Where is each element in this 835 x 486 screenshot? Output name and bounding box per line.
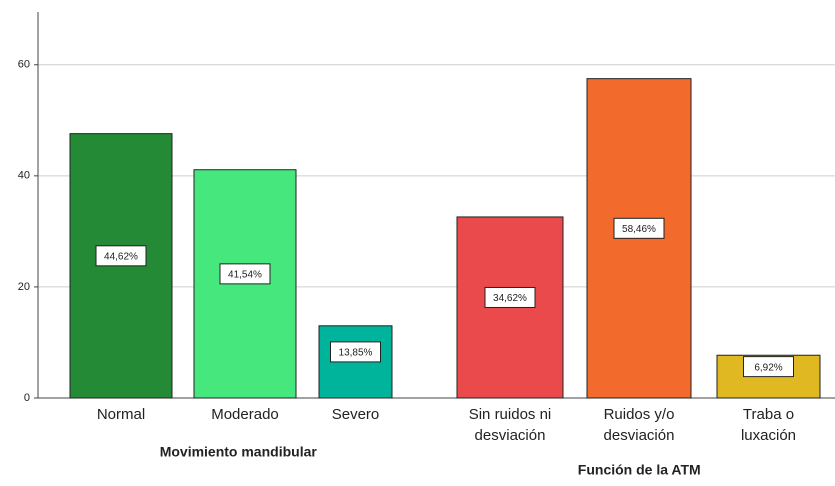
data-label: 13,85% — [339, 348, 373, 359]
x-tick-label: desviación — [475, 427, 546, 444]
x-tick-label: Sin ruidos ni — [469, 406, 552, 423]
bar — [69, 133, 173, 399]
y-tick-label: 60 — [18, 59, 30, 71]
data-label: 44,62% — [104, 251, 138, 262]
data-label: 34,62% — [493, 293, 527, 304]
x-tick-label: Traba o — [743, 406, 794, 423]
data-label-box — [743, 356, 794, 378]
group-label: Movimiento mandibular — [160, 444, 318, 460]
data-label: 41,54% — [228, 270, 262, 281]
x-tick-label: Ruidos y/o — [604, 406, 675, 423]
x-tick-label: Normal — [97, 406, 145, 423]
x-tick-label: luxación — [741, 427, 796, 444]
data-label-box — [330, 341, 381, 363]
group-label: Función de la ATM — [578, 462, 701, 478]
y-tick-label: 20 — [18, 281, 30, 293]
data-label: 58,46% — [622, 224, 656, 235]
x-tick-label: Severo — [332, 406, 380, 423]
y-tick-label: 40 — [18, 170, 30, 182]
data-label-box — [95, 245, 147, 267]
data-label-box — [219, 263, 271, 285]
data-label-box — [613, 217, 665, 239]
data-label-box — [484, 286, 536, 308]
y-tick-label: 0 — [24, 392, 30, 404]
x-tick-label: desviación — [604, 427, 675, 444]
x-tick-label: Moderado — [211, 406, 279, 423]
data-label: 6,92% — [754, 362, 782, 373]
